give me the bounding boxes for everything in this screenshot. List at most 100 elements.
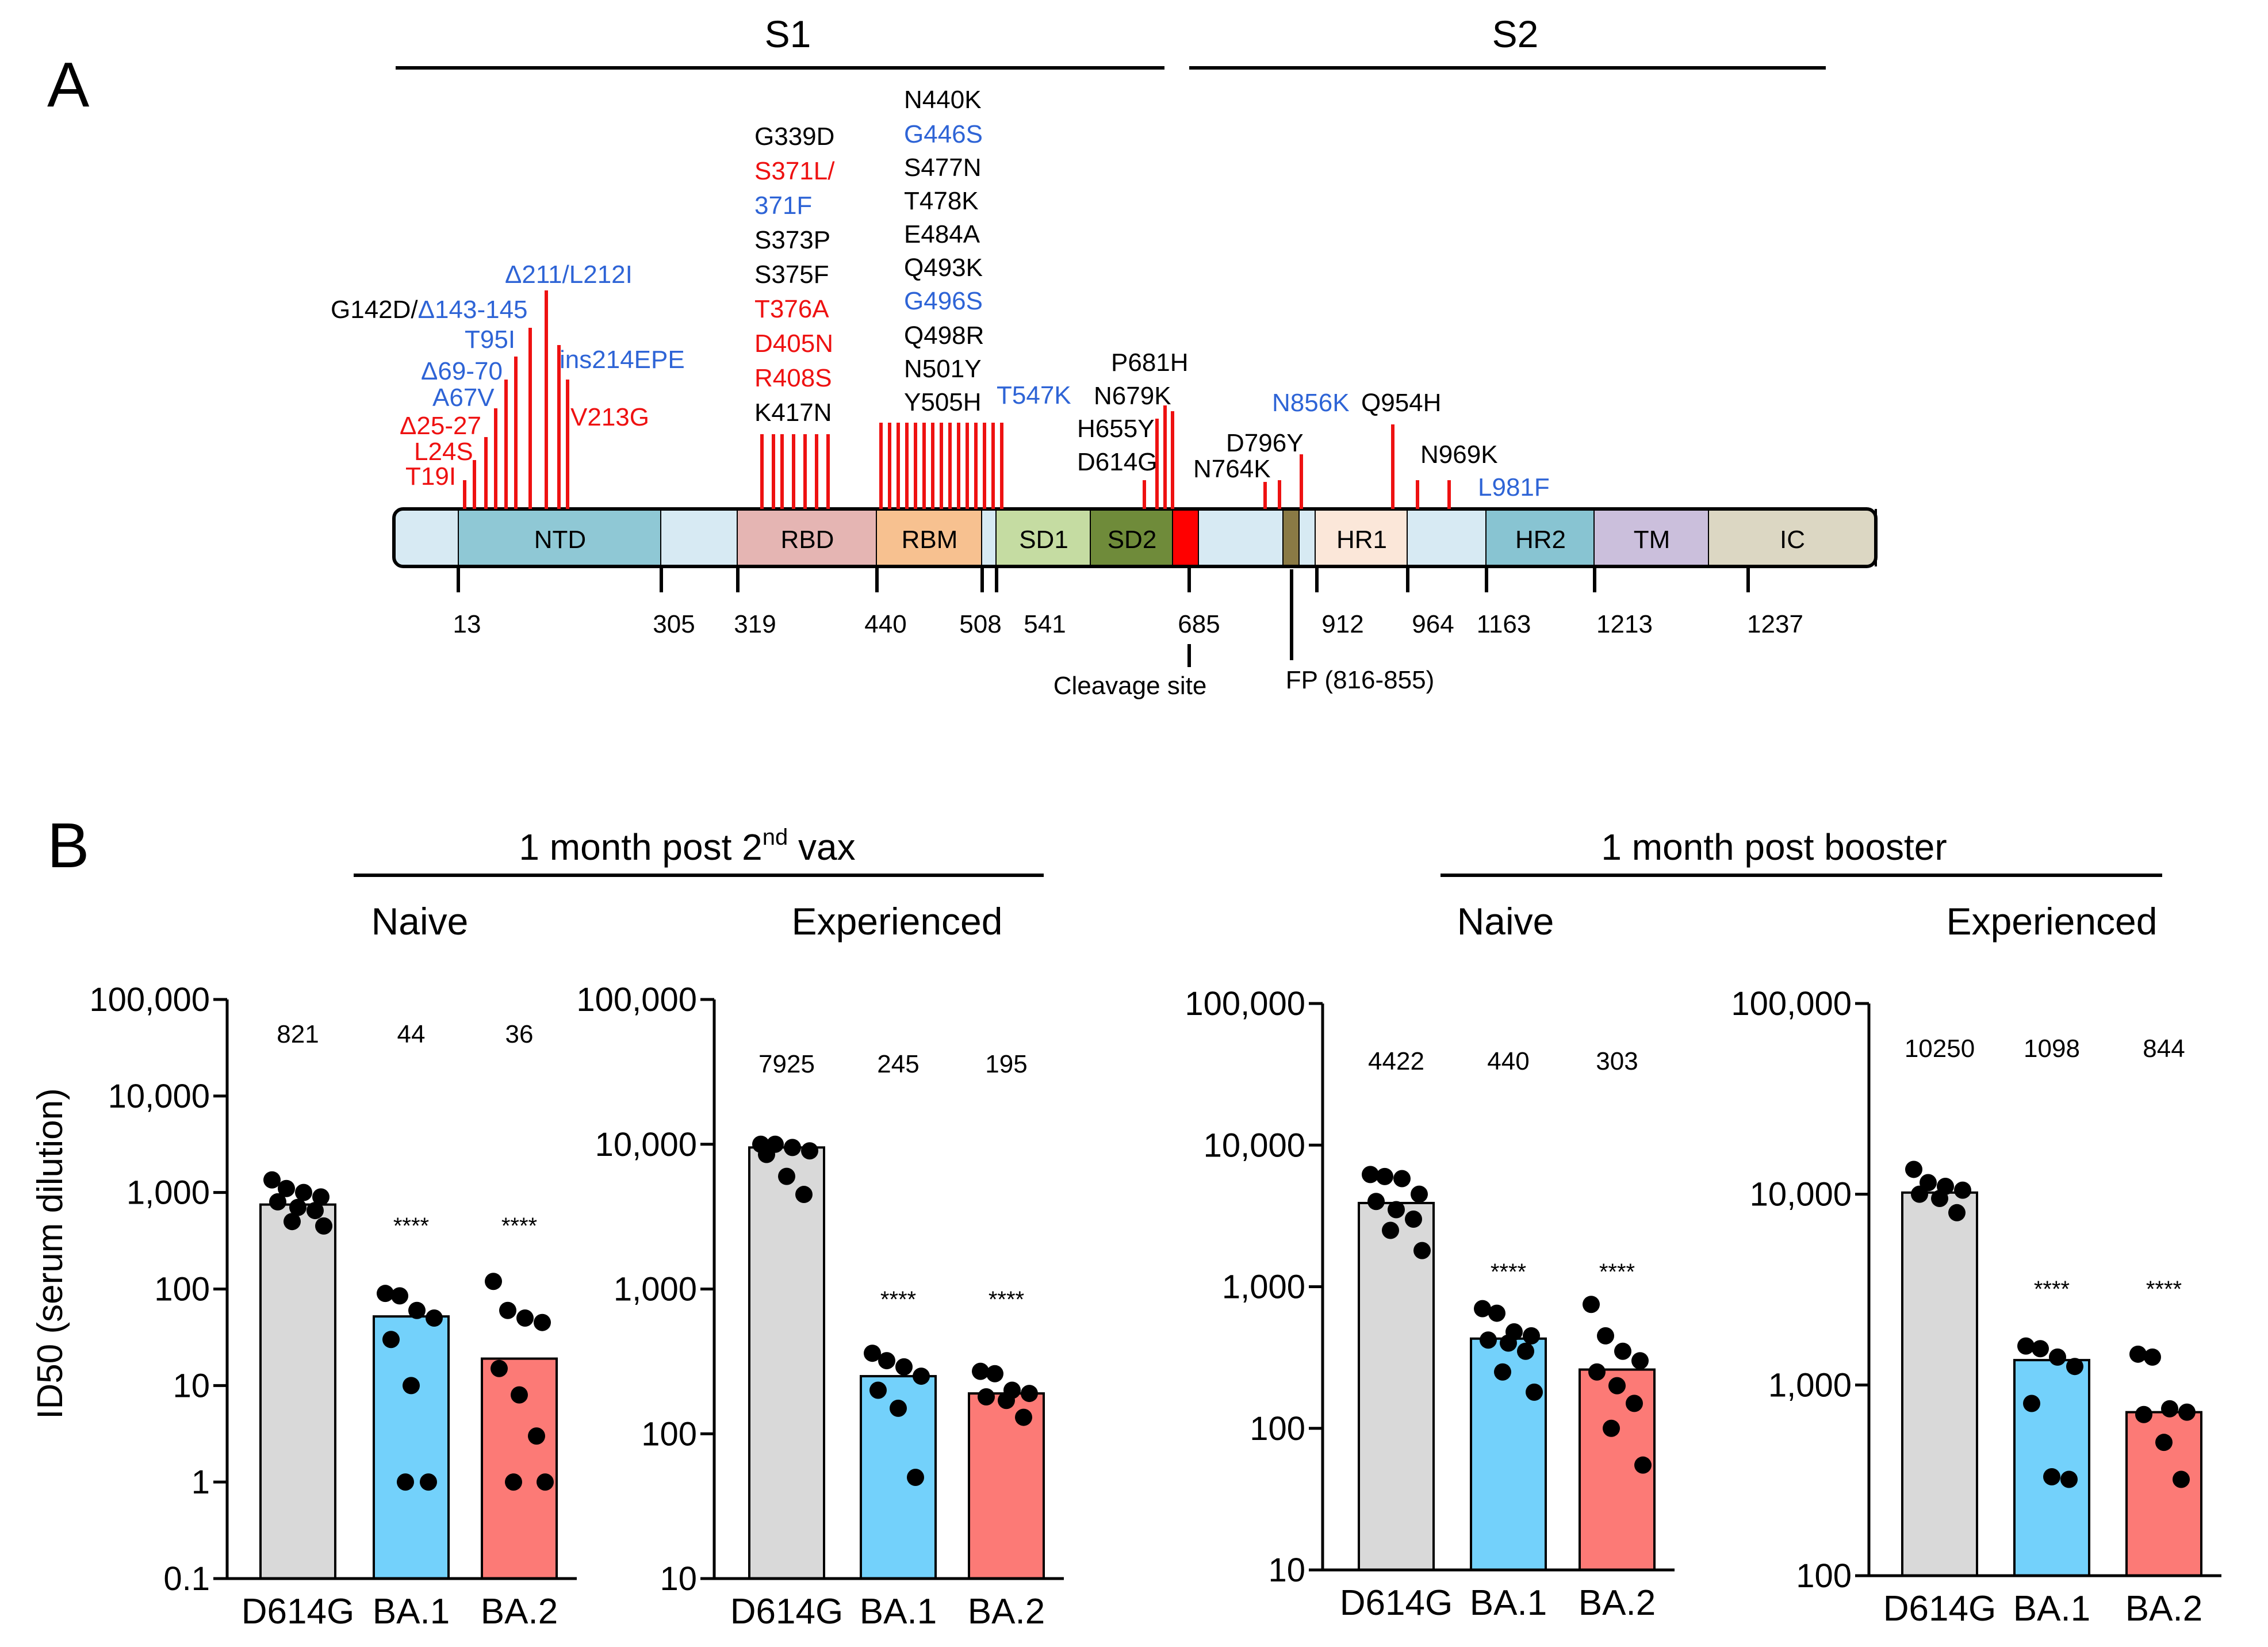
data-point (1382, 1221, 1399, 1239)
data-point (534, 1313, 551, 1331)
domain-segment (1487, 509, 1595, 566)
bar-d614g (259, 1203, 336, 1580)
data-point (1021, 1385, 1038, 1403)
domain-segment (1199, 509, 1284, 566)
sub-experienced-2: Experienced (1947, 900, 2158, 943)
data-point (315, 1217, 332, 1235)
data-point (1500, 1334, 1517, 1352)
value-label: 821 (277, 1020, 319, 1048)
data-point (2161, 1400, 2178, 1418)
mut-q954h: Q954H (1361, 389, 1441, 417)
domain-label-tm: TM (1634, 526, 1671, 554)
data-point (2129, 1345, 2147, 1363)
mut-s373p: S373P (754, 226, 830, 254)
data-point (1626, 1395, 1643, 1412)
mut-d796y: D796Y (1226, 429, 1304, 457)
position-label: 964 (1412, 610, 1454, 638)
value-label: 4422 (1368, 1047, 1424, 1075)
data-point (2043, 1468, 2060, 1486)
domain-segment (877, 509, 982, 566)
data-point (1526, 1383, 1543, 1401)
x-tick-label: BA.1 (1470, 1583, 1547, 1623)
mut-t478k: T478K (904, 187, 979, 215)
mut-y505h: Y505H (904, 388, 982, 416)
sub-naive-2: Naive (1457, 900, 1554, 943)
mut-q493k: Q493K (904, 254, 983, 282)
data-point (1905, 1160, 1922, 1178)
fp-label: FP (816-855) (1286, 666, 1434, 694)
mut-s375f: S375F (754, 261, 829, 289)
y-tick-label: 100,000 (89, 981, 210, 1018)
x-tick-label: BA.2 (2125, 1589, 2202, 1629)
mut-v213g: V213G (570, 403, 649, 431)
data-point (1588, 1363, 1606, 1381)
position-label: 1213 (1596, 610, 1653, 638)
domain-label-sd2: SD2 (1108, 526, 1157, 554)
data-point (1517, 1342, 1534, 1360)
sub-experienced-1: Experienced (792, 900, 1003, 943)
data-point (1393, 1170, 1411, 1188)
data-point (426, 1309, 443, 1327)
domain-bar-outline (392, 507, 1878, 568)
data-point (2049, 1348, 2066, 1366)
data-point (1631, 1352, 1649, 1370)
mut-r408s: R408S (754, 364, 832, 392)
significance-marker: **** (393, 1213, 429, 1239)
data-point (1608, 1377, 1626, 1395)
y-tick-label: 100 (641, 1415, 697, 1453)
position-label: 13 (453, 610, 481, 638)
bar-ba.1 (373, 1315, 450, 1580)
data-point (1376, 1167, 1393, 1185)
data-point (391, 1287, 408, 1305)
domain-segment (459, 509, 661, 566)
data-point (1480, 1331, 1497, 1349)
data-point (397, 1473, 414, 1491)
y-tick-label: 1,000 (614, 1271, 697, 1308)
mut-n440k: N440K (904, 86, 982, 114)
domain-label-ntd: NTD (534, 526, 586, 554)
x-tick-label: D614G (1883, 1589, 1996, 1629)
chart-1: 0.1 1 10 100 1,000 10,000 100,000 D614G BA.1 BA.2… (89, 981, 577, 1631)
x-tick-label: BA.1 (860, 1592, 937, 1631)
domain-label-ic: IC (1780, 526, 1805, 554)
data-point (986, 1365, 1003, 1382)
mut-a67v: A67V (432, 384, 495, 412)
data-point (978, 1388, 995, 1405)
mut-g142d: G142D/ (331, 296, 418, 324)
domain-segment (738, 509, 877, 566)
bar-d614g (748, 1146, 825, 1580)
mut-t547k: T547K (997, 381, 1071, 409)
group2-title: 1 month post booster (1601, 826, 1947, 868)
data-point (1911, 1185, 1928, 1203)
domain-segment (1408, 509, 1487, 566)
data-point (1614, 1342, 1631, 1360)
position-label: 1163 (1477, 610, 1531, 638)
data-point (864, 1345, 881, 1362)
value-label: 1098 (2024, 1035, 2080, 1063)
y-tick-label: 1,000 (127, 1174, 210, 1212)
value-label: 245 (877, 1050, 919, 1078)
data-point (491, 1359, 508, 1377)
chart-2: 10 100 1,000 10,000 100,000 D614G BA.1 BA.2 7925… (576, 981, 1064, 1631)
y-tick-label: 10,000 (108, 1078, 210, 1115)
domain-label-sd1: SD1 (1019, 526, 1068, 554)
x-tick-label: BA.2 (968, 1592, 1045, 1631)
domain-segment (1173, 509, 1199, 566)
data-point (758, 1146, 775, 1163)
value-label: 844 (2143, 1035, 2185, 1063)
bar-ba.2 (968, 1392, 1045, 1580)
data-point (278, 1179, 295, 1197)
data-point (1931, 1190, 1948, 1208)
data-point (537, 1473, 554, 1491)
y-tick-label: 100,000 (576, 981, 697, 1018)
group1-title: 1 month post 2nd vax (519, 825, 855, 868)
data-point (505, 1473, 522, 1491)
data-point (499, 1301, 516, 1319)
x-tick-label: BA.1 (2013, 1589, 2090, 1629)
data-point (403, 1377, 420, 1395)
data-point (408, 1301, 426, 1319)
y-tick-label: 10 (1268, 1552, 1305, 1589)
data-point (1413, 1242, 1431, 1259)
y-tick-label: 100,000 (1185, 985, 1305, 1022)
y-tick-label: 1 (191, 1464, 210, 1501)
